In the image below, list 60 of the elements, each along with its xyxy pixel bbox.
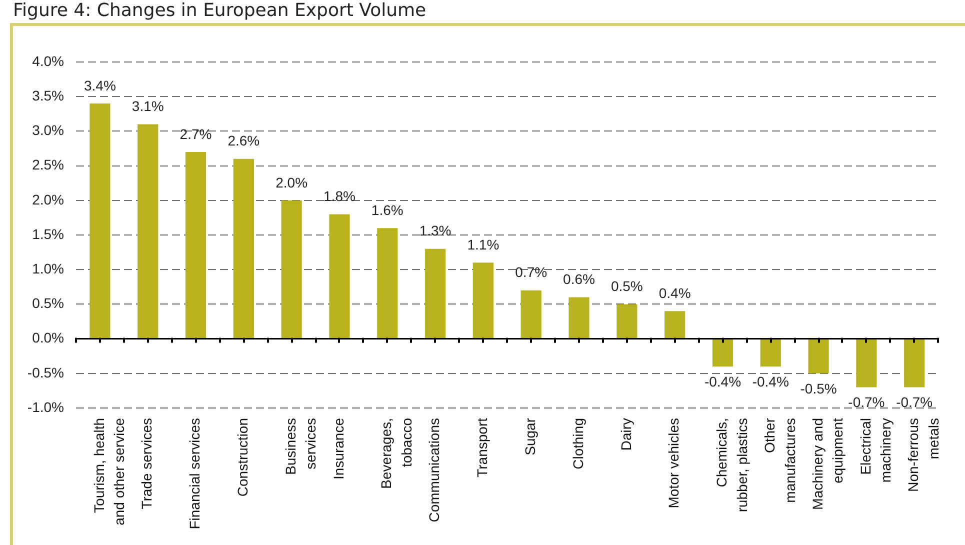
x-tick-label: Trade services — [138, 418, 155, 510]
data-label: -0.4% — [752, 373, 789, 390]
data-label: 0.6% — [563, 271, 595, 288]
data-label: 0.5% — [610, 278, 643, 294]
bar — [760, 339, 781, 366]
bar — [424, 248, 446, 338]
bar — [233, 158, 254, 338]
x-tick-label: Beverages, tobacco — [378, 418, 415, 489]
y-tick-label: 0.0% — [32, 330, 64, 346]
data-label: 0.4% — [658, 284, 691, 301]
y-tick-label: 1.5% — [32, 226, 64, 242]
x-tick-label: Clothing — [570, 418, 586, 470]
bar — [138, 124, 158, 338]
data-label: 1.8% — [324, 188, 356, 204]
y-tick-label: 0.5% — [32, 295, 64, 312]
data-label: -0.4% — [704, 373, 742, 390]
y-tick-label: 4.0% — [32, 52, 64, 69]
bar — [904, 339, 925, 388]
x-tick-label: Transport — [474, 418, 490, 478]
x-tick-label: Financial services — [186, 418, 203, 530]
bar — [568, 297, 590, 338]
x-tick-label: Motor vehicles — [666, 418, 682, 508]
bar — [856, 339, 877, 388]
x-tick-label: Insurance — [330, 418, 346, 480]
data-label: -0.5% — [800, 380, 837, 396]
y-tick-label: -1.0% — [27, 398, 64, 415]
bar — [616, 304, 638, 338]
data-label: 1.3% — [419, 222, 452, 239]
y-tick-label: 2.0% — [32, 191, 64, 208]
x-tick-label: Business services — [282, 418, 319, 475]
data-label: -0.7% — [848, 394, 885, 410]
y-tick-label: 1.0% — [32, 260, 64, 276]
y-tick-label: 3.0% — [32, 122, 64, 138]
bar — [712, 339, 734, 366]
bar — [472, 262, 494, 338]
chart-title: Figure 4: Changes in European Export Volume — [13, 0, 426, 22]
x-tick-label: Sugar — [522, 418, 538, 456]
data-label: 1.1% — [467, 236, 500, 253]
bar — [664, 311, 686, 338]
data-label: -0.7% — [896, 394, 933, 410]
data-label: 3.1% — [132, 98, 164, 114]
x-tick-label: Communications — [426, 418, 442, 522]
x-tick-label: Construction — [234, 418, 251, 497]
bar — [520, 290, 542, 338]
data-label: 1.6% — [371, 202, 404, 218]
x-tick-label: Tourism, health and other service — [90, 418, 128, 526]
bar — [185, 152, 206, 338]
x-tick-label: Dairy — [618, 418, 634, 451]
y-tick-label: 2.5% — [32, 156, 64, 173]
bar — [808, 339, 829, 374]
bar — [377, 228, 398, 338]
data-label: 3.4% — [84, 77, 116, 94]
bar — [90, 104, 110, 338]
y-tick-label: 3.5% — [32, 87, 64, 104]
data-label: 2.6% — [228, 132, 260, 149]
bar — [281, 200, 302, 338]
bar — [329, 214, 350, 338]
data-label: 2.0% — [276, 174, 308, 190]
x-tick-label: Chemicals, rubber, plastics — [714, 418, 750, 512]
y-tick-label: -0.5% — [27, 364, 64, 380]
